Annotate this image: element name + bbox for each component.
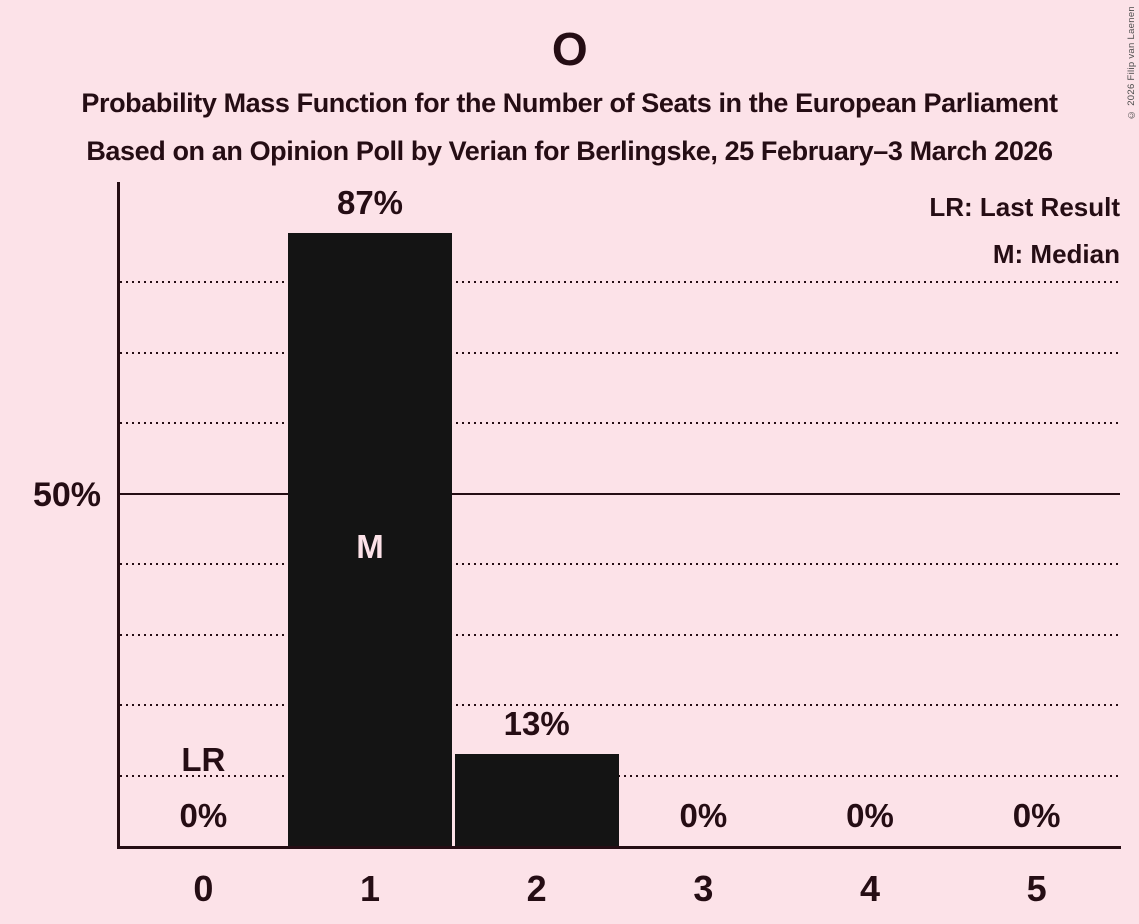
gridline-30pct [120, 633, 1120, 636]
value-label-seats-1: 87% [336, 184, 404, 221]
chart-title: O [551, 23, 588, 75]
x-axis-labels: 0 1 2 3 4 5 [120, 868, 1120, 914]
value-label-seats-4: 0% [846, 797, 894, 834]
value-label-seats-5: 0% [1012, 797, 1061, 834]
x-axis-tick-label-5: 5 [1026, 868, 1047, 909]
value-label-seats-3: 0% [679, 797, 728, 834]
gridline-50pct-solid [120, 492, 1120, 495]
last-result-marker: LR [181, 741, 226, 778]
gridline-10pct [120, 774, 1120, 777]
copyright-notice: © 2026 Filip van Laenen [1126, 6, 1137, 121]
gridline-60pct [120, 422, 1120, 424]
x-axis-line [117, 846, 1121, 849]
chart-subtitle-line1: Probability Mass Function for the Number… [81, 88, 1058, 118]
legend-item-median: M: Median [992, 239, 1120, 269]
y-axis-tick-label-50: 50% [32, 476, 101, 514]
gridline-40pct [120, 563, 1120, 565]
gridline-70pct [120, 351, 1120, 354]
gridline-80pct [120, 281, 1120, 283]
value-label-seats-0: 0% [179, 797, 228, 834]
chart-subtitle-line2: Based on an Opinion Poll by Verian for B… [86, 136, 1053, 166]
plot-area: 0% 87% 13% 0% 0% 0% LR M [120, 182, 1120, 846]
legend: LR: Last Result M: Median [929, 184, 1120, 278]
median-marker: M [356, 528, 384, 565]
bar-seats-1 [288, 233, 452, 846]
x-axis-tick-label-1: 1 [359, 868, 381, 909]
x-axis-tick-label-2: 2 [526, 868, 547, 909]
x-axis-tick-label-4: 4 [859, 868, 881, 909]
legend-item-last-result: LR: Last Result [929, 192, 1120, 222]
bar-seats-2 [454, 754, 619, 846]
x-axis-tick-label-3: 3 [693, 868, 714, 909]
x-axis-tick-label-0: 0 [193, 868, 214, 909]
value-label-seats-2: 13% [503, 705, 570, 742]
y-axis-line [117, 182, 120, 849]
gridline-20pct [120, 704, 1120, 706]
